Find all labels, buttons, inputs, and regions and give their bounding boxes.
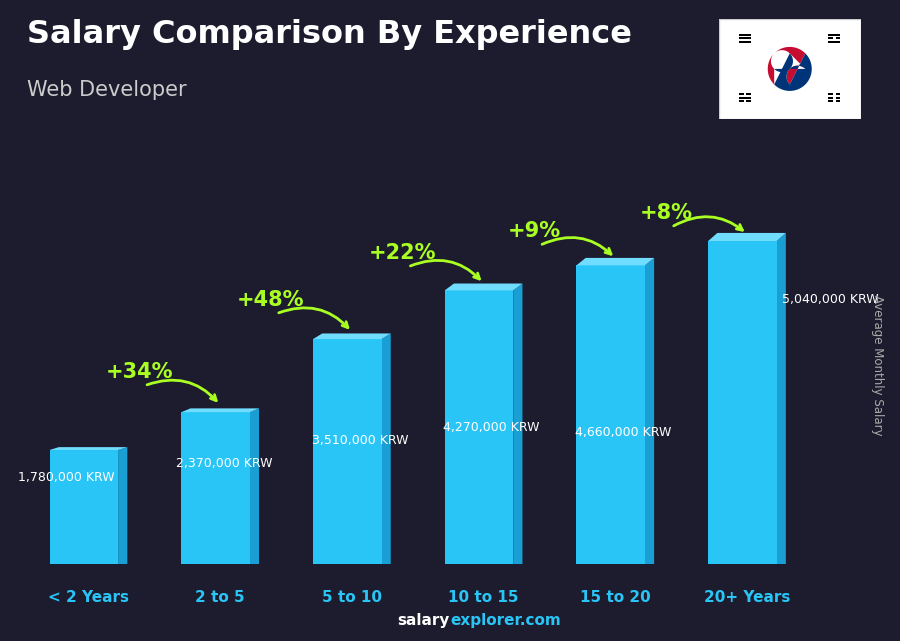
Text: Salary Comparison By Experience: Salary Comparison By Experience (27, 19, 632, 50)
Polygon shape (382, 333, 391, 564)
Bar (828, 97, 833, 99)
Bar (181, 412, 250, 564)
Polygon shape (645, 258, 654, 564)
Polygon shape (708, 233, 786, 241)
Text: 10 to 15: 10 to 15 (448, 590, 518, 605)
Polygon shape (118, 447, 127, 564)
Bar (576, 265, 645, 564)
Polygon shape (250, 408, 259, 564)
Text: 1,780,000 KRW: 1,780,000 KRW (18, 471, 114, 484)
Text: 4,660,000 KRW: 4,660,000 KRW (575, 426, 671, 439)
Bar (739, 97, 752, 99)
Bar (746, 94, 751, 96)
Text: 20+ Years: 20+ Years (704, 590, 790, 605)
Polygon shape (50, 447, 127, 450)
Polygon shape (445, 283, 522, 290)
Bar (708, 241, 777, 564)
Text: +22%: +22% (369, 243, 436, 263)
Text: +8%: +8% (640, 203, 692, 223)
Text: < 2 Years: < 2 Years (48, 590, 129, 605)
Polygon shape (313, 333, 391, 339)
Bar (445, 290, 513, 564)
Text: 5 to 10: 5 to 10 (322, 590, 382, 605)
Text: +9%: +9% (508, 222, 561, 242)
Bar (836, 94, 841, 96)
Text: 5,040,000 KRW: 5,040,000 KRW (782, 293, 878, 306)
Circle shape (768, 47, 812, 91)
Bar (739, 34, 752, 36)
Bar (836, 97, 841, 99)
Bar (828, 40, 841, 42)
Polygon shape (181, 408, 259, 412)
Text: Web Developer: Web Developer (27, 80, 186, 100)
Text: +34%: +34% (105, 362, 173, 382)
Text: 4,270,000 KRW: 4,270,000 KRW (444, 420, 540, 434)
Bar (50, 450, 118, 564)
Text: 15 to 20: 15 to 20 (580, 590, 651, 605)
Bar (828, 94, 833, 96)
Polygon shape (513, 283, 522, 564)
Text: explorer.com: explorer.com (450, 613, 561, 628)
Polygon shape (777, 233, 786, 564)
Bar (828, 100, 833, 102)
Bar (739, 94, 743, 96)
Bar (828, 34, 841, 36)
Bar (739, 37, 752, 39)
Text: 3,510,000 KRW: 3,510,000 KRW (311, 434, 409, 447)
Bar (739, 100, 743, 102)
Bar (836, 100, 841, 102)
Bar (746, 100, 751, 102)
Text: Average Monthly Salary: Average Monthly Salary (871, 295, 884, 436)
Text: 2,370,000 KRW: 2,370,000 KRW (176, 457, 273, 470)
Bar (739, 40, 752, 42)
Bar (836, 37, 841, 39)
Polygon shape (774, 53, 812, 91)
Polygon shape (576, 258, 654, 265)
Text: salary: salary (398, 613, 450, 628)
Text: +48%: +48% (237, 290, 304, 310)
Bar (828, 37, 833, 39)
Bar (313, 339, 382, 564)
Text: 2 to 5: 2 to 5 (195, 590, 245, 605)
Polygon shape (768, 47, 806, 85)
